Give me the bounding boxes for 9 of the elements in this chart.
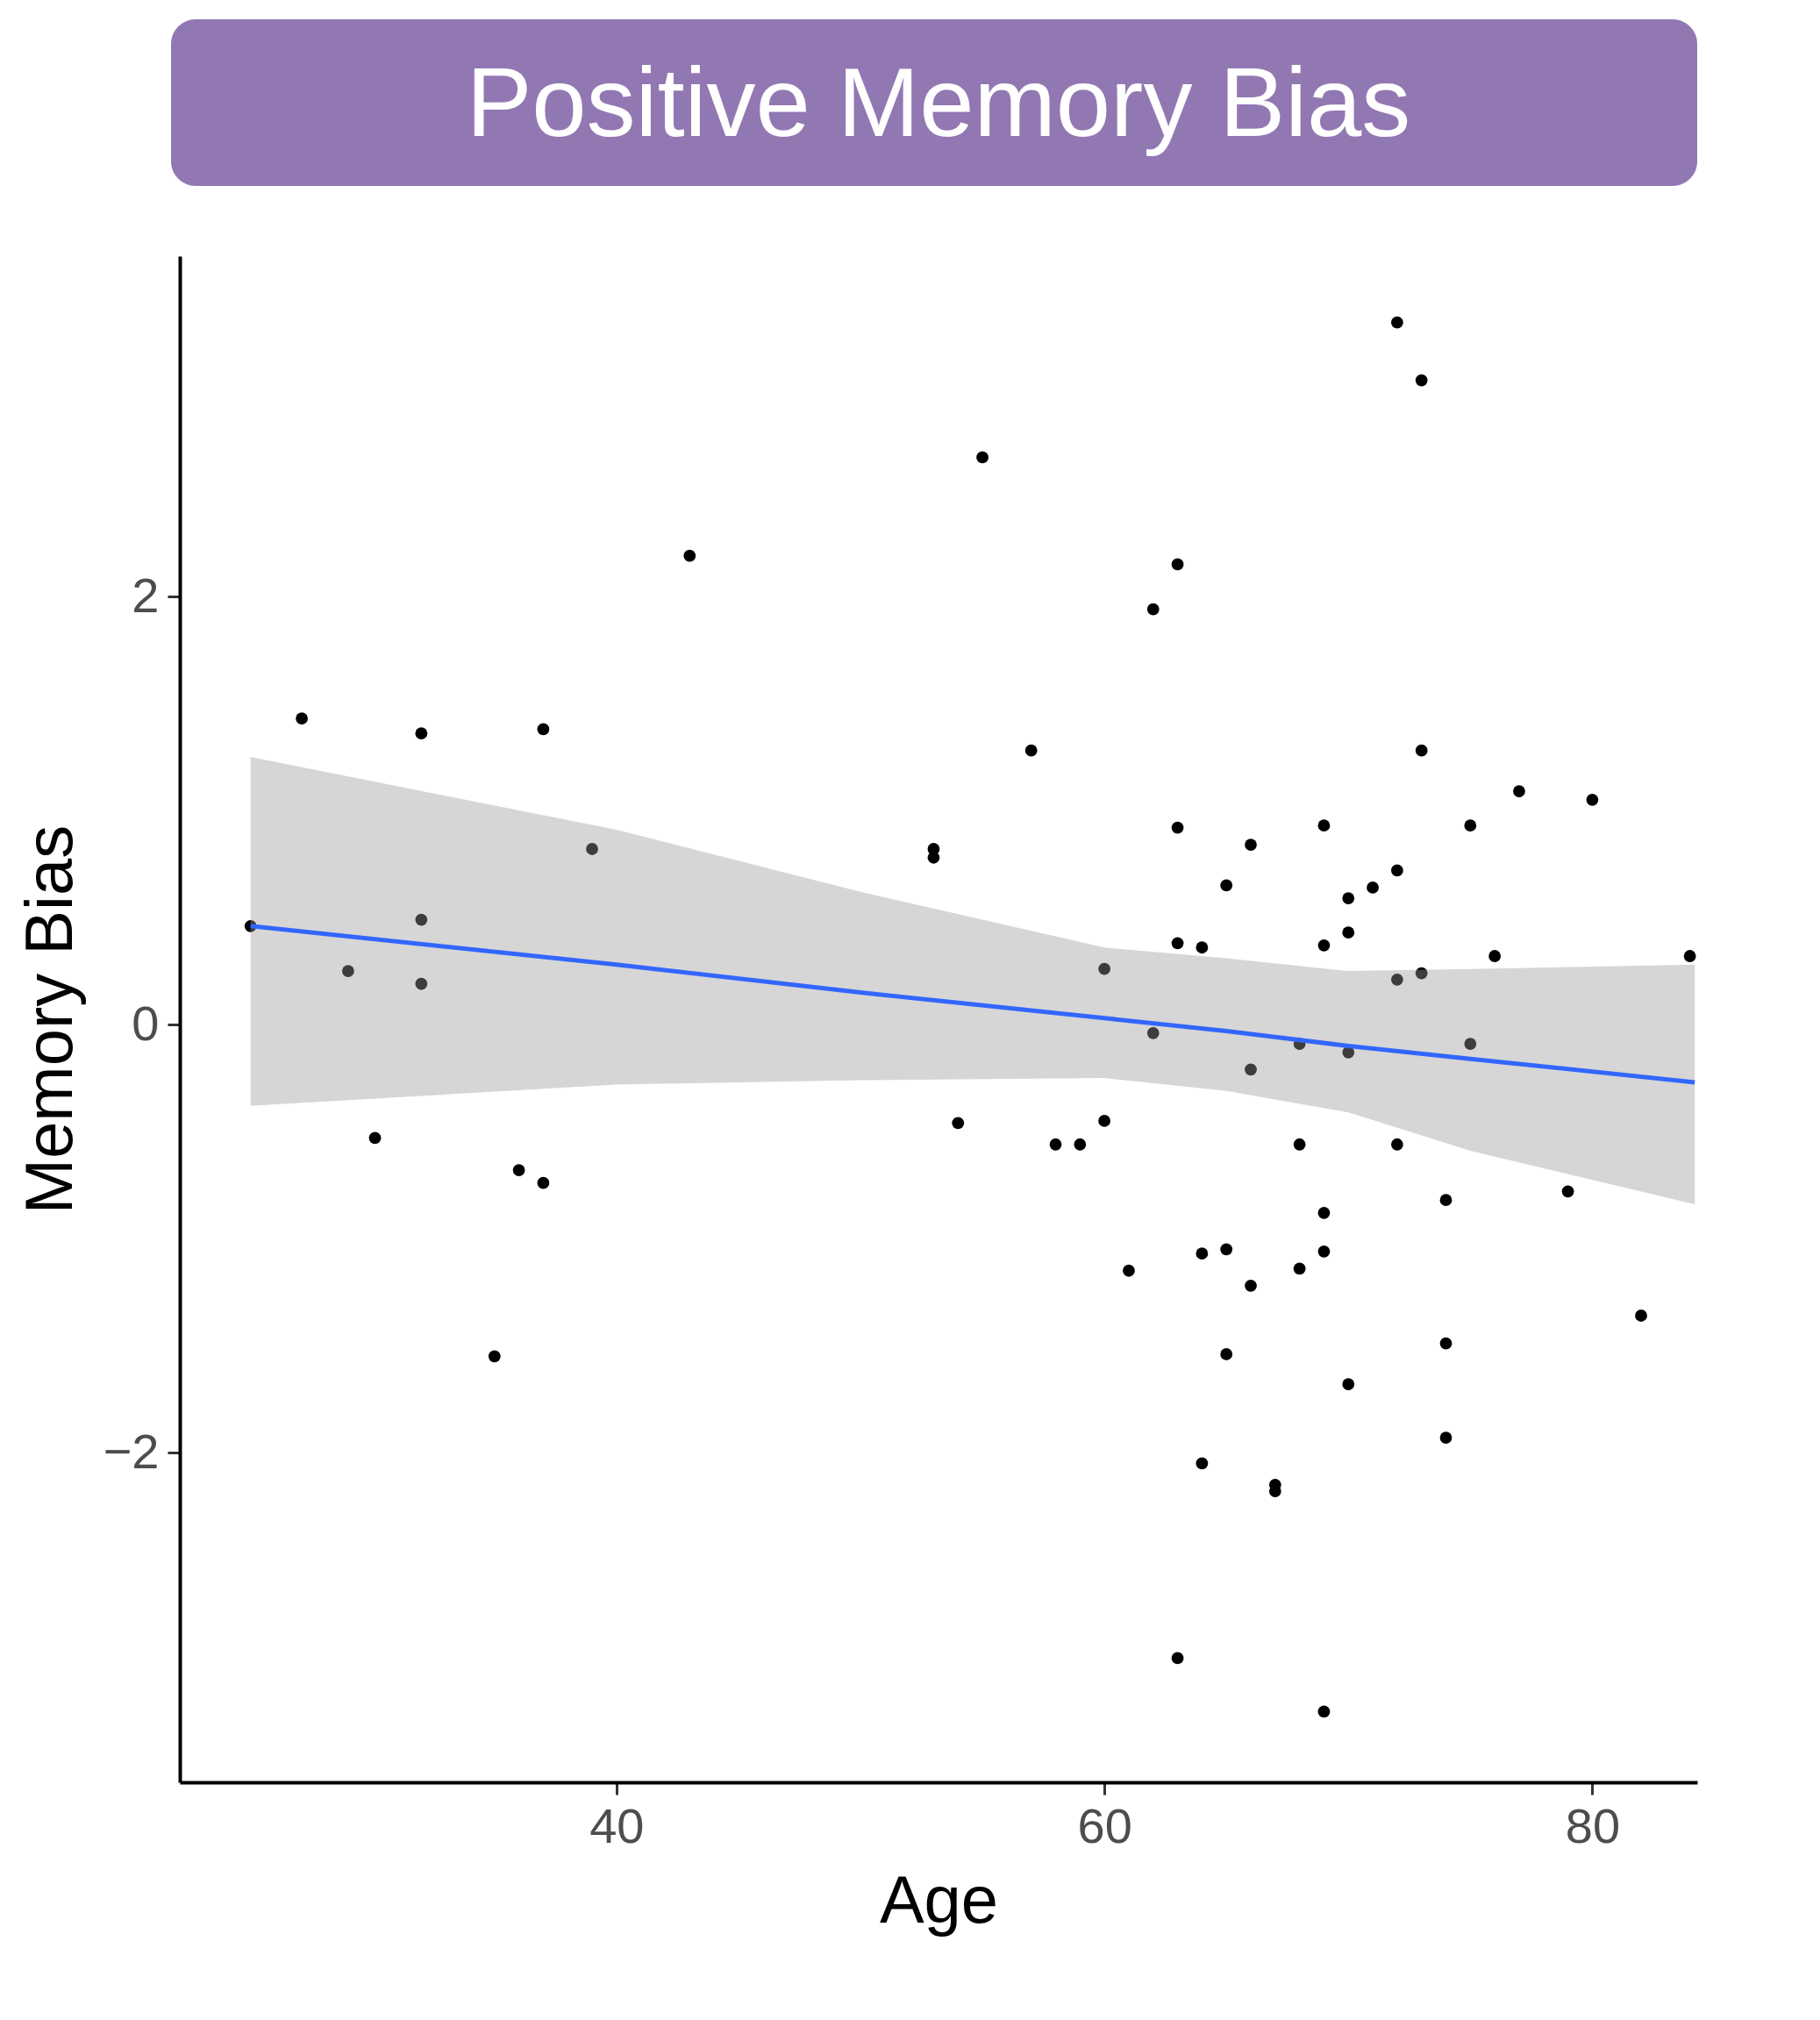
chart-title: Positive Memory Bias bbox=[466, 47, 1411, 157]
x-tick-label: 60 bbox=[1077, 1797, 1132, 1853]
x-tick-label: 80 bbox=[1565, 1797, 1621, 1853]
x-axis-title: Age bbox=[879, 1861, 999, 1937]
y-tick-label: 0 bbox=[132, 995, 160, 1051]
y-tick-label: −2 bbox=[103, 1423, 160, 1479]
y-tick-label: 2 bbox=[132, 567, 160, 623]
y-axis-title: Memory Bias bbox=[11, 824, 86, 1215]
x-tick-label: 40 bbox=[589, 1797, 645, 1853]
